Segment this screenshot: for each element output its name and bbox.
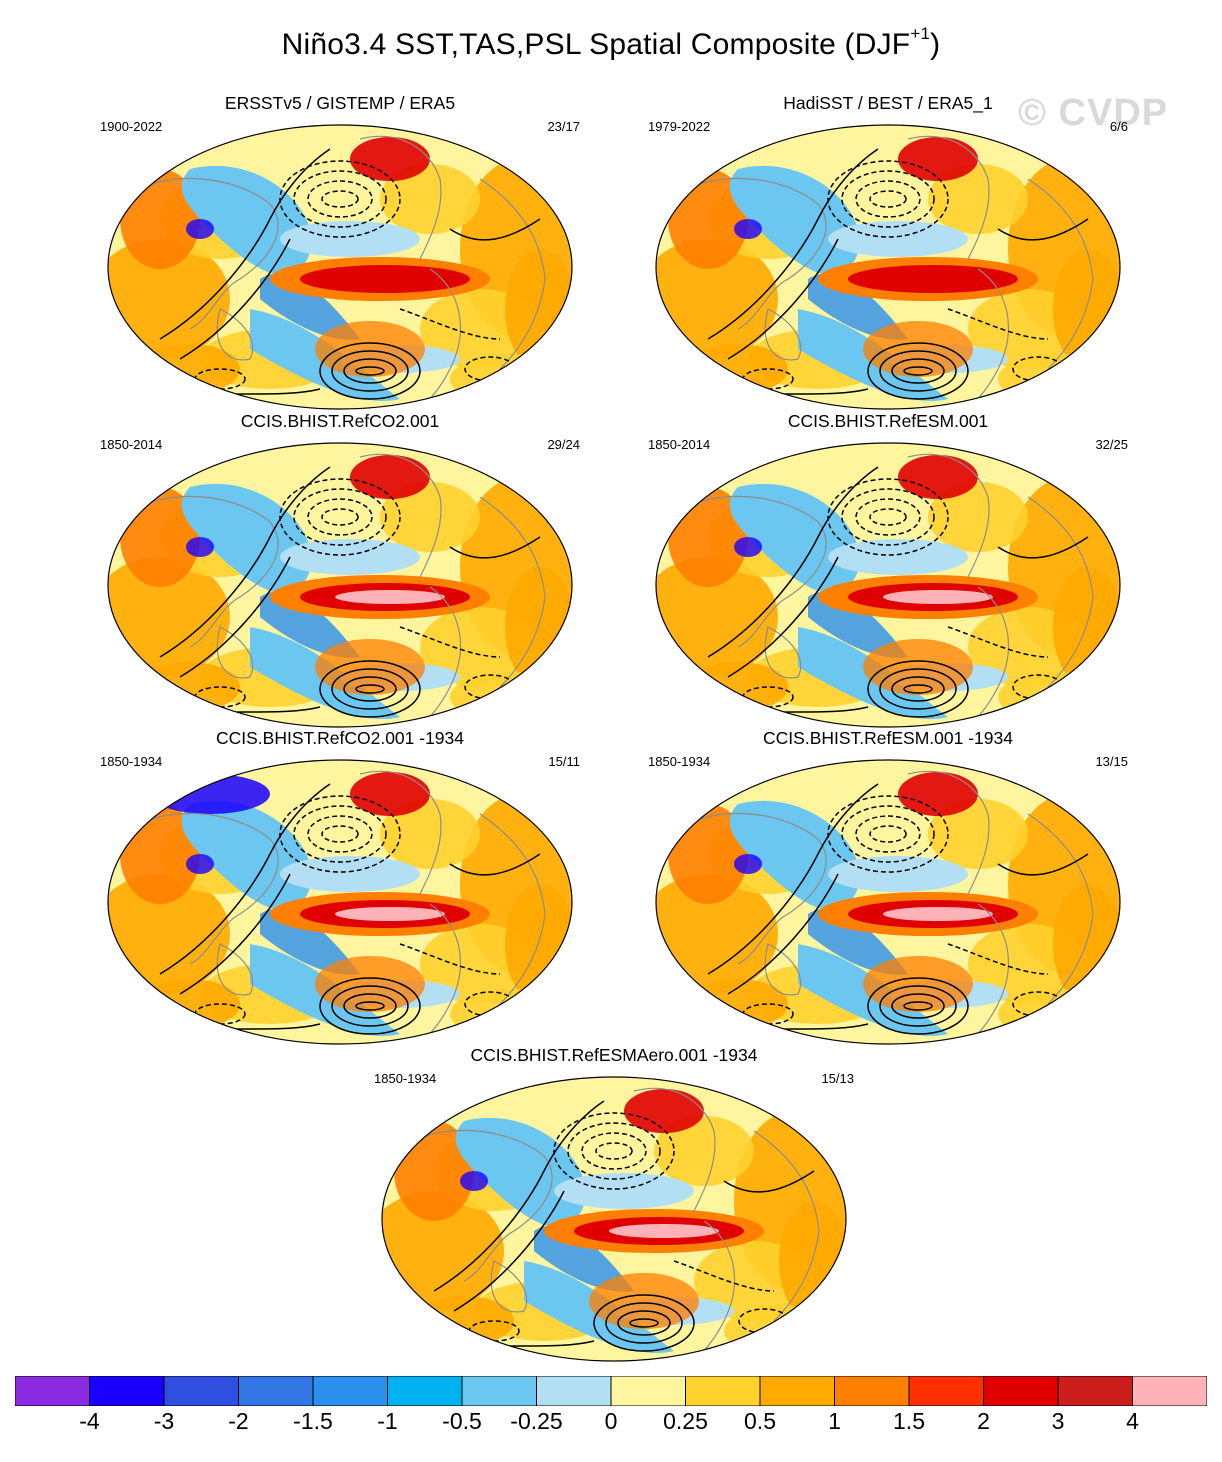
- map-outline: [655, 759, 1121, 1045]
- colorbar-tick-label: -2: [228, 1408, 249, 1434]
- map-fill: [108, 760, 572, 1044]
- panel-title: CCIS.BHIST.RefESM.001: [787, 411, 989, 431]
- colorbar-swatch: [610, 1376, 686, 1406]
- map-fill: [656, 125, 1120, 409]
- colorbar-swatch: [387, 1376, 463, 1406]
- colorbar-swatch: [908, 1376, 984, 1406]
- map-fill: [656, 760, 1120, 1044]
- colorbar-swatch: [163, 1376, 239, 1406]
- colorbar-tick-label: -4: [79, 1408, 100, 1434]
- panel-period: 1850-1934: [374, 1071, 437, 1086]
- panel-event-count: 6/6: [1109, 119, 1128, 134]
- panel-period: 1850-1934: [648, 754, 711, 769]
- panel-title: CCIS.BHIST.RefESMAero.001 -1934: [470, 1045, 758, 1065]
- colorbar-swatch: [685, 1376, 761, 1406]
- colorbar-tick-label: 1.5: [893, 1408, 925, 1434]
- colorbar-swatch: [312, 1376, 388, 1406]
- colorbar-tick-label: -1: [377, 1408, 398, 1434]
- colorbar-swatch: [759, 1376, 835, 1406]
- colorbar-tick-label: 4: [1126, 1408, 1139, 1434]
- map-fill: [656, 443, 1120, 727]
- panel-event-count: 15/11: [548, 754, 580, 769]
- colorbar-tick-label: 0: [604, 1408, 618, 1434]
- map-panel: CCIS.BHIST.RefESM.001 -1934 1850-1934 13…: [648, 728, 1128, 1048]
- colorbar-swatch: [536, 1376, 612, 1406]
- colorbar-tick-label: -0.25: [510, 1408, 563, 1434]
- composite-map: [381, 1076, 847, 1362]
- colorbar-swatch: [461, 1376, 537, 1406]
- colorbar-swatch: [15, 1376, 90, 1406]
- map-panel: CCIS.BHIST.RefCO2.001 -1934 1850-1934 15…: [100, 728, 580, 1048]
- panel-event-count: 13/15: [1095, 754, 1128, 769]
- composite-map: [655, 442, 1121, 728]
- map-outline: [107, 759, 573, 1045]
- composite-map: [655, 759, 1121, 1045]
- colorbar-swatch: [1132, 1376, 1207, 1406]
- panel-title: CCIS.BHIST.RefCO2.001: [240, 411, 440, 431]
- panel-period: 1850-2014: [648, 437, 711, 452]
- map-outline: [655, 124, 1121, 410]
- colorbar-swatch: [983, 1376, 1059, 1406]
- panel-period: 1850-1934: [100, 754, 163, 769]
- panel-title: HadiSST / BEST / ERA5_1: [783, 93, 993, 113]
- colorbar-tick-label: 1: [828, 1408, 841, 1434]
- map-outline: [655, 442, 1121, 728]
- composite-map: [655, 124, 1121, 410]
- cvdp-watermark: © CVDP: [1018, 92, 1169, 134]
- panel-title: ERSSTv5 / GISTEMP / ERA5: [224, 93, 456, 113]
- colorbar-swatch: [1057, 1376, 1133, 1406]
- map-fill: [108, 443, 572, 727]
- panel-event-count: 15/13: [821, 1071, 854, 1086]
- colorbar-tick-label: 2: [977, 1408, 990, 1434]
- panel-event-count: 29/24: [547, 437, 580, 452]
- map-panel: CCIS.BHIST.RefCO2.001 1850-2014 29/24: [100, 411, 580, 731]
- colorbar-swatch: [238, 1376, 314, 1406]
- figure-title: Niño3.4 SST,TAS,PSL Spatial Composite (D…: [281, 24, 941, 61]
- panel-title: CCIS.BHIST.RefCO2.001 -1934: [215, 728, 465, 748]
- map-panel: CCIS.BHIST.RefESM.001 1850-2014 32/25: [648, 411, 1128, 731]
- colorbar-tick-label: -3: [153, 1408, 175, 1434]
- colorbar-tick-label: -0.5: [442, 1408, 482, 1434]
- colorbar-tick-label: 3: [1051, 1408, 1065, 1434]
- panel-event-count: 32/25: [1095, 437, 1128, 452]
- composite-map: [107, 759, 573, 1045]
- colorbar-tick-label: 0.25: [663, 1408, 708, 1434]
- panel-period: 1850-2014: [100, 437, 163, 452]
- map-outline: [107, 124, 573, 410]
- composite-map: [107, 124, 573, 410]
- map-outline: [107, 442, 573, 728]
- panel-period: 1900-2022: [100, 119, 163, 134]
- panel-event-count: 23/17: [547, 119, 580, 134]
- composite-map: [107, 442, 573, 728]
- map-panel: ERSSTv5 / GISTEMP / ERA5 1900-2022 23/17: [100, 93, 580, 413]
- colorbar-swatch: [89, 1376, 165, 1406]
- map-fill: [108, 125, 572, 409]
- colorbar-tick-label: 0.5: [744, 1408, 776, 1434]
- panel-period: 1979-2022: [648, 119, 711, 134]
- map-panel: CCIS.BHIST.RefESMAero.001 -1934 1850-193…: [374, 1045, 854, 1365]
- map-panel: HadiSST / BEST / ERA5_1 1979-2022 6/6: [648, 93, 1128, 413]
- colorbar-swatch: [834, 1376, 910, 1406]
- map-fill: [382, 1077, 846, 1361]
- map-outline: [381, 1076, 847, 1362]
- colorbar-tick-label: -1.5: [293, 1408, 333, 1434]
- colorbar: [15, 1376, 1207, 1406]
- panel-title: CCIS.BHIST.RefESM.001 -1934: [763, 728, 1013, 748]
